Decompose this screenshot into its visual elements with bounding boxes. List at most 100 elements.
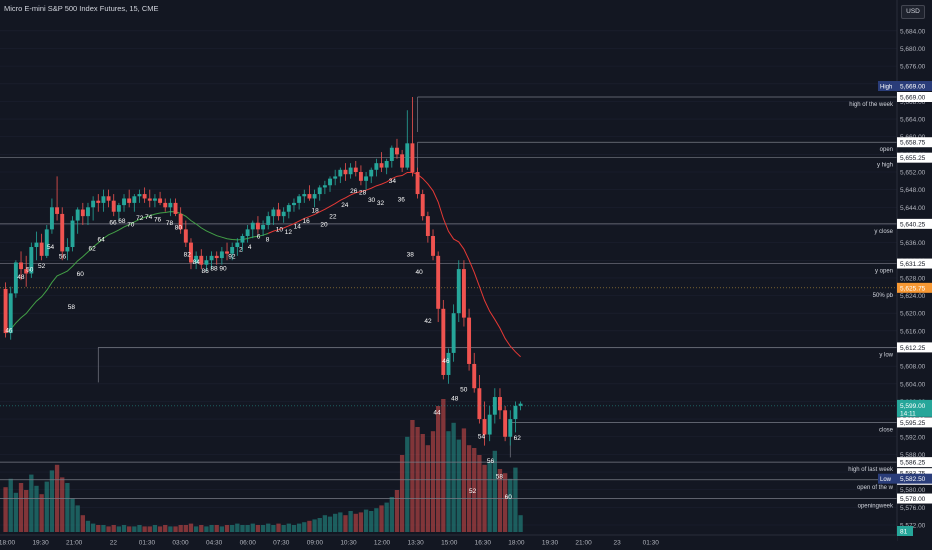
countdown-text: 14:11: [900, 410, 916, 417]
candle-body: [472, 363, 477, 389]
bar-count-label: 26: [350, 188, 358, 195]
candle-body: [425, 216, 430, 236]
x-tick-label: 23: [614, 540, 622, 547]
bar-count-label: 20: [320, 221, 328, 228]
bar-count-label: 2: [239, 246, 243, 253]
level-label: open of the w: [857, 485, 894, 491]
candle-body: [44, 229, 49, 256]
volume-bar: [281, 525, 286, 532]
bar-count-label: 74: [145, 214, 153, 221]
x-tick-label: 04:30: [206, 540, 223, 547]
volume-bar: [271, 525, 276, 532]
x-tick-label: 12:00: [374, 540, 391, 547]
volume-bar: [508, 478, 513, 532]
volume-bar: [80, 515, 85, 532]
bar-count-label: 28: [359, 190, 367, 197]
candle-body: [384, 160, 389, 168]
x-tick-label: 19:30: [542, 540, 559, 547]
x-tick-label: 22: [110, 540, 118, 547]
candle-body: [498, 397, 502, 411]
volume-bar: [379, 505, 384, 532]
high-badge-flag: [878, 81, 897, 91]
level-label: openingweek: [858, 504, 894, 510]
volume-bar: [420, 434, 425, 532]
level-badge-text: 5,586.25: [900, 460, 926, 467]
volume-bar: [8, 478, 13, 532]
volume-bar: [101, 525, 106, 532]
level-badge: [897, 258, 932, 269]
level-badge-text: 5,640.25: [900, 221, 926, 228]
volume-bar: [173, 526, 178, 532]
low-badge: [897, 473, 932, 484]
volume-bar: [333, 513, 338, 532]
volume-bar: [358, 512, 364, 532]
volume-bar: [29, 474, 34, 532]
volume-bar: [477, 455, 482, 532]
candle-body: [482, 419, 487, 435]
candle-body: [199, 255, 204, 265]
level-badge: [897, 282, 932, 293]
volume-badge: [897, 526, 913, 536]
volume-bar: [199, 525, 204, 532]
candle-body: [461, 269, 466, 318]
volume-bar: [142, 526, 147, 532]
bar-count-label: 52: [469, 488, 477, 495]
candle-body: [410, 143, 415, 173]
volume-bar: [193, 526, 199, 532]
candle-body: [147, 198, 152, 201]
candle-body: [261, 224, 266, 230]
volume-bar: [3, 487, 8, 532]
volume-bar: [518, 515, 523, 532]
level-badge-text: 5,578.00: [900, 496, 926, 503]
candle-body: [286, 205, 291, 212]
candle-body: [467, 317, 472, 364]
bar-count-label: 62: [89, 246, 97, 253]
bar-count-label: 10: [276, 227, 284, 234]
x-tick-label: 18:00: [0, 540, 16, 547]
bar-count-label: 84: [193, 259, 201, 266]
candle-body: [132, 196, 137, 203]
candle-body: [322, 185, 327, 188]
candle-body: [8, 293, 13, 334]
volume-bar: [116, 526, 122, 532]
volume-bar: [39, 494, 44, 532]
currency-button[interactable]: USD: [901, 5, 925, 19]
y-tick-label: 5,608.00: [900, 364, 926, 371]
y-tick-label: 5,624.00: [900, 293, 926, 300]
level-label: y close: [874, 229, 893, 235]
bar-count-label: 62: [514, 435, 522, 442]
level-badge-text: 5,612.25: [900, 345, 926, 352]
y-tick-label: 5,592.00: [900, 434, 926, 441]
volume-bar: [18, 483, 24, 532]
candle-body: [230, 247, 235, 254]
volume-bar: [348, 511, 353, 532]
candle-body: [317, 187, 322, 195]
volume-bar: [255, 525, 261, 532]
level-label: y high: [877, 163, 893, 169]
y-tick-label: 5,676.00: [900, 64, 926, 71]
x-tick-label: 21:00: [575, 540, 592, 547]
candle-body: [19, 262, 23, 270]
candle-body: [405, 143, 410, 168]
x-tick-label: 15:00: [441, 540, 458, 547]
y-tick-label: 5,648.00: [900, 187, 926, 194]
level-badge: [897, 92, 932, 102]
volume-bar: [85, 520, 91, 532]
candle-body: [194, 255, 199, 263]
candle-body: [436, 255, 441, 309]
bar-count-label: 46: [5, 328, 13, 335]
volume-bar: [430, 431, 436, 532]
high-badge-text: 5,669.00: [900, 84, 926, 91]
level-label: open: [880, 147, 893, 153]
candle-body: [456, 269, 461, 314]
level-badge-text: 5,625.75: [900, 285, 926, 292]
candle-body: [379, 163, 384, 168]
volume-bar: [60, 477, 65, 532]
low-badge-flag: [878, 473, 897, 484]
level-badge-text: 5,655.25: [900, 155, 926, 162]
x-tick-label: 16:30: [475, 540, 492, 547]
candle-body: [13, 262, 18, 294]
time-axis: [0, 535, 897, 550]
volume-bar: [441, 399, 446, 532]
